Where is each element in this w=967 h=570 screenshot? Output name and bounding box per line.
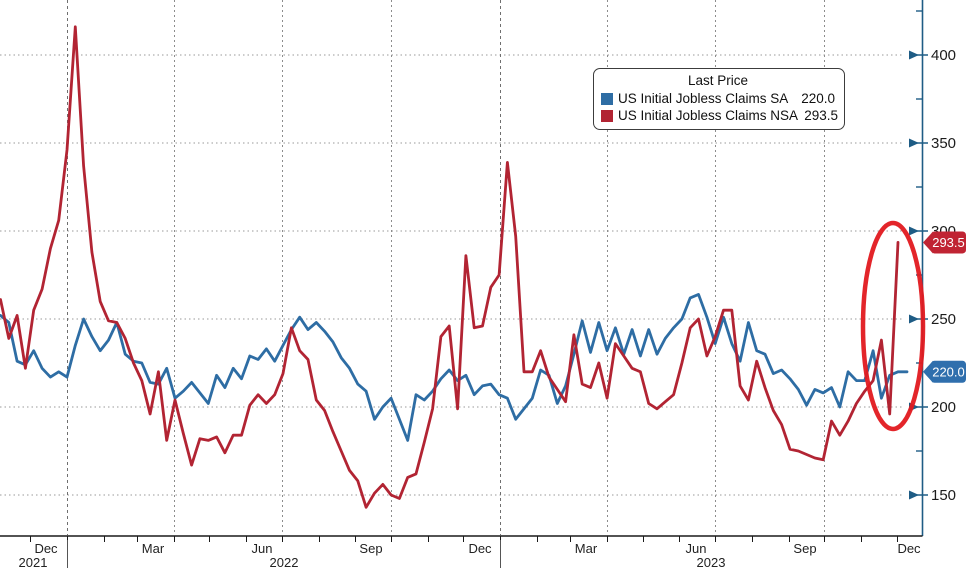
sa-last-price: 220.0: [801, 91, 835, 106]
nsa-last-price: 293.5: [804, 108, 839, 123]
y-tick-arrow-icon: [909, 226, 919, 236]
nsa-last-price-badge: 293.5: [923, 231, 966, 254]
gridlines: [0, 0, 904, 535]
sa-series-label: US Initial Jobless Claims SA: [618, 91, 789, 106]
legend-row-nsa: US Initial Jobless Claims NSA 293.5: [601, 107, 839, 124]
x-axis-month-label: Mar: [575, 541, 598, 556]
y-axis-tick-label: 400: [931, 47, 956, 64]
x-axis-month-label: Mar: [142, 541, 165, 556]
badge-price-text: 293.5: [932, 235, 965, 250]
x-axis-month-label: Dec: [897, 541, 921, 556]
x-axis-year-label: 2022: [270, 555, 299, 570]
nsa-color-swatch: [601, 109, 613, 122]
x-axis-month-label: Dec: [34, 541, 58, 556]
x-axis-month-label: Jun: [252, 541, 273, 556]
y-tick-arrow-icon: [909, 314, 919, 324]
highlight-ellipse-annotation: [860, 220, 926, 432]
nsa-series-label: US Initial Jobless Claims NSA: [618, 108, 799, 123]
y-axis-tick-label: 150: [931, 487, 956, 504]
x-axis-year-label: 2021: [19, 555, 48, 570]
badge-price-text: 220.0: [932, 364, 965, 379]
x-axis-month-label: Dec: [468, 541, 492, 556]
y-axis-tick-label: 250: [931, 311, 956, 328]
x-axis-month-label: Sep: [793, 541, 816, 556]
nsa-series-line: [0, 25, 900, 509]
legend-box: Last Price US Initial Jobless Claims SA …: [593, 68, 845, 130]
legend-row-sa: US Initial Jobless Claims SA 220.0: [601, 90, 835, 107]
sa-last-price-badge: 220.0: [923, 360, 966, 383]
y-tick-arrow-icon: [909, 490, 919, 500]
y-axis-tick-label: 350: [931, 135, 956, 152]
last-price-badges: 293.5 220.0: [923, 231, 966, 383]
y-tick-arrow-icon: [909, 138, 919, 148]
x-axis-year-label: 2023: [697, 555, 726, 570]
y-axis-tick-label: 200: [931, 399, 956, 416]
legend-title: Last Price: [687, 73, 749, 88]
sa-color-swatch: [601, 92, 613, 105]
x-axis-month-label: Sep: [359, 541, 382, 556]
y-tick-arrow-icon: [909, 50, 919, 60]
series-lines: [0, 25, 909, 509]
x-axis-month-label: Jun: [686, 541, 707, 556]
